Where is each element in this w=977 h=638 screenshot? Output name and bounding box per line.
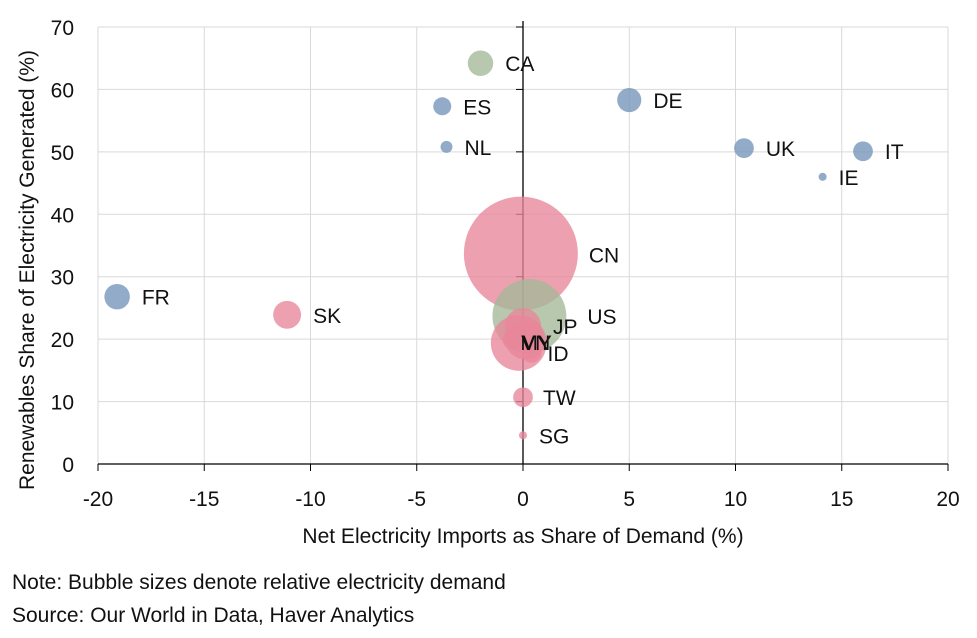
x-tick-label: 10 [724, 488, 747, 511]
x-tick-label: -15 [189, 488, 219, 511]
bubble-uk [734, 138, 754, 158]
y-tick-label: 60 [51, 79, 74, 102]
y-axis-title: Renewables Share of Electricity Generate… [16, 50, 39, 490]
x-tick-label: -10 [295, 488, 325, 511]
bubble-label-tw: TW [543, 387, 576, 410]
bubble-label-my: MY [520, 332, 552, 355]
x-tick-label: 0 [517, 488, 529, 511]
bubble-de [617, 87, 642, 113]
bubble-size-note: Note: Bubble sizes denote relative elect… [12, 571, 506, 594]
bubble-label-de: DE [653, 90, 682, 113]
x-tick-label: 15 [830, 488, 853, 511]
bubble-sg [518, 431, 528, 440]
bubble-cn [463, 196, 578, 311]
bubble-label-cn: CN [589, 245, 619, 268]
bubble-label-fr: FR [142, 287, 170, 310]
bubbles [104, 50, 873, 440]
bubble-id [521, 343, 542, 363]
y-tick-label: 20 [51, 329, 74, 352]
x-axis-title: Net Electricity Imports as Share of Dema… [302, 525, 743, 548]
bubble-chart: -20 -15 -10 -5 0 5 10 15 20 0 10 20 30 40 50 60 70 CN US V… [16, 17, 960, 548]
bubble-label-vn: VN [521, 332, 550, 355]
bubble-tw [513, 387, 533, 408]
x-tick-label: 20 [936, 488, 959, 511]
axes: -20 -15 -10 -5 0 5 10 15 20 0 10 20 30 40 50 60 70 [51, 17, 960, 511]
bubble-label-uk: UK [766, 138, 795, 161]
bubble-label-sk: SK [313, 305, 341, 328]
y-tick-label: 0 [62, 454, 74, 477]
bubble-nl [440, 140, 453, 153]
bubble-label-es: ES [463, 96, 491, 119]
bubble-label-sg: SG [539, 425, 569, 448]
x-tick-label: -20 [83, 488, 113, 511]
y-tick-label: 10 [51, 392, 74, 415]
y-tick-label: 70 [51, 17, 74, 40]
bubble-label-id: ID [548, 343, 569, 366]
bubble-ie [818, 172, 827, 181]
x-tick-label: -5 [407, 488, 426, 511]
bubble-label-it: IT [885, 141, 904, 164]
y-tick-label: 40 [51, 204, 74, 227]
y-tick-label: 50 [51, 142, 74, 165]
bubble-ca [467, 50, 494, 76]
bubble-label-nl: NL [464, 137, 491, 160]
x-tick-label: 5 [623, 488, 635, 511]
bubble-my [502, 329, 523, 350]
bubble-sk [273, 300, 302, 329]
y-tick-label: 30 [51, 267, 74, 290]
bubble-fr [104, 283, 130, 310]
bubble-es [433, 97, 452, 116]
source-note: Source: Our World in Data, Haver Analyti… [12, 604, 415, 627]
bubble-label-ie: IE [839, 167, 859, 190]
bubble-label-ca: CA [505, 53, 534, 76]
bubble-label-jp: JP [553, 316, 578, 339]
bubble-it [853, 141, 873, 162]
bubble-label-us: US [587, 306, 616, 329]
